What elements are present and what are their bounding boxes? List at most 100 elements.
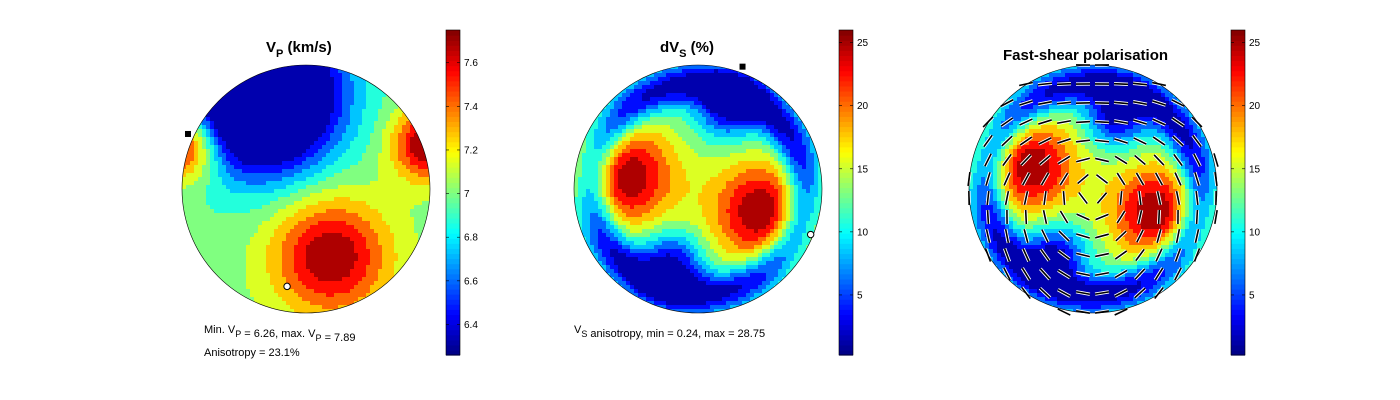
contour-cell bbox=[654, 137, 659, 142]
contour-cell bbox=[314, 197, 319, 202]
contour-cell bbox=[302, 69, 307, 74]
contour-cell bbox=[614, 181, 619, 186]
contour-cell bbox=[738, 121, 743, 126]
contour-cell bbox=[326, 149, 331, 154]
contour-cell bbox=[206, 125, 211, 130]
contour-cell bbox=[682, 65, 687, 70]
contour-cell bbox=[350, 141, 355, 146]
contour-cell bbox=[370, 277, 375, 282]
colorbar-segment bbox=[446, 151, 460, 158]
contour-cell bbox=[594, 137, 599, 142]
contour-cell bbox=[282, 109, 287, 114]
contour-cell bbox=[226, 249, 231, 254]
contour-cell bbox=[298, 125, 303, 130]
contour-cell bbox=[322, 229, 327, 234]
contour-cell bbox=[718, 81, 723, 86]
contour-cell bbox=[266, 149, 271, 154]
contour-cell bbox=[346, 205, 351, 210]
contour-cell bbox=[426, 201, 430, 206]
contour-cell bbox=[330, 101, 335, 106]
contour-cell bbox=[374, 169, 379, 174]
contour-cell bbox=[190, 229, 195, 234]
contour-cell bbox=[398, 221, 403, 226]
contour-cell bbox=[370, 205, 375, 210]
contour-cell bbox=[314, 105, 319, 110]
contour-cell bbox=[630, 109, 635, 114]
contour-cell bbox=[286, 81, 291, 86]
contour-cell bbox=[222, 133, 227, 138]
contour-cell bbox=[218, 105, 223, 110]
contour-cell bbox=[362, 213, 367, 218]
contour-cell bbox=[422, 217, 427, 222]
colorbar-segment bbox=[446, 228, 460, 234]
contour-cell bbox=[670, 169, 675, 174]
contour-cell bbox=[278, 265, 283, 270]
contour-cell bbox=[290, 229, 295, 234]
contour-cell bbox=[746, 125, 751, 130]
contour-cell bbox=[294, 273, 299, 278]
contour-cell bbox=[290, 173, 295, 178]
contour-cell bbox=[638, 165, 643, 170]
contour-cell bbox=[250, 201, 255, 206]
contour-cell bbox=[234, 293, 239, 298]
contour-cell bbox=[306, 197, 311, 202]
contour-cell bbox=[282, 141, 287, 146]
contour-cell bbox=[258, 109, 263, 114]
contour-cell bbox=[262, 269, 267, 274]
contour-cell bbox=[598, 149, 603, 154]
contour-cell bbox=[794, 145, 799, 150]
contour-cell bbox=[394, 277, 399, 282]
contour-cell bbox=[318, 101, 323, 106]
contour-cell bbox=[666, 117, 671, 122]
contour-cell bbox=[302, 269, 307, 274]
contour-cell bbox=[326, 185, 331, 190]
contour-cell bbox=[358, 241, 363, 246]
contour-cell bbox=[638, 125, 643, 130]
contour-cell bbox=[278, 153, 283, 158]
contour-cell bbox=[578, 193, 583, 198]
contour-cell bbox=[314, 225, 319, 230]
contour-cell bbox=[342, 281, 347, 286]
contour-cell bbox=[326, 165, 331, 170]
contour-cell bbox=[302, 193, 307, 198]
contour-cell bbox=[226, 273, 231, 278]
contour-cell bbox=[238, 113, 243, 118]
contour-cell bbox=[286, 89, 291, 94]
contour-cell bbox=[250, 81, 255, 86]
contour-cell bbox=[410, 149, 415, 154]
contour-cell bbox=[254, 209, 259, 214]
contour-cell bbox=[354, 201, 359, 206]
contour-cell bbox=[670, 141, 675, 146]
contour-cell bbox=[802, 181, 807, 186]
contour-cell bbox=[258, 237, 263, 242]
contour-cell bbox=[194, 189, 199, 194]
contour-cell bbox=[286, 273, 291, 278]
contour-cell bbox=[266, 237, 271, 242]
contour-cell bbox=[658, 113, 663, 118]
contour-cell bbox=[694, 145, 699, 150]
contour-cell bbox=[338, 229, 343, 234]
contour-cell bbox=[742, 129, 747, 134]
contour-cell bbox=[214, 205, 219, 210]
contour-cell bbox=[194, 217, 199, 222]
contour-cell bbox=[322, 257, 327, 262]
contour-cell bbox=[282, 157, 287, 162]
contour-cell bbox=[698, 173, 703, 178]
contour-cell bbox=[342, 161, 347, 166]
contour-cell bbox=[726, 169, 731, 174]
contour-cell bbox=[674, 185, 679, 190]
contour-cell bbox=[294, 137, 299, 142]
contour-cell bbox=[342, 189, 347, 194]
contour-cell bbox=[334, 273, 339, 278]
contour-cell bbox=[366, 293, 371, 298]
contour-cell bbox=[674, 109, 679, 114]
contour-cell bbox=[286, 149, 291, 154]
contour-cell bbox=[230, 133, 235, 138]
contour-cell bbox=[338, 273, 343, 278]
contour-cell bbox=[262, 217, 267, 222]
contour-cell bbox=[290, 201, 295, 206]
contour-cell bbox=[750, 189, 755, 194]
contour-cell bbox=[302, 137, 307, 142]
contour-cell bbox=[202, 177, 207, 182]
contour-cell bbox=[694, 101, 699, 106]
